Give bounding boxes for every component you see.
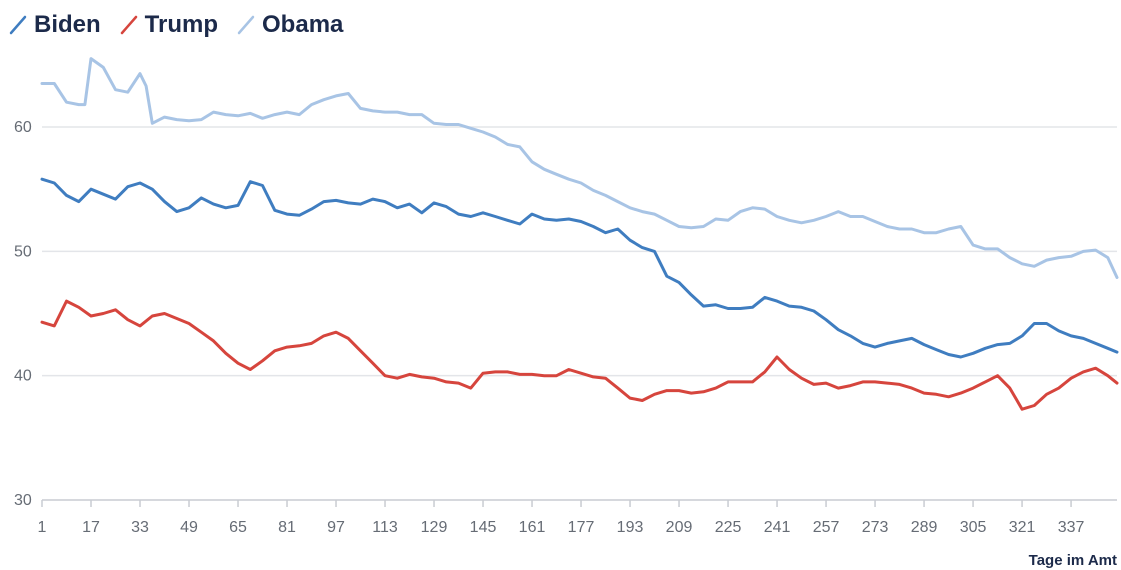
x-tick-label: 129: [421, 519, 448, 536]
x-tick-label: 273: [862, 519, 889, 536]
legend-item-trump[interactable]: Trump: [119, 11, 218, 39]
x-tick-label: 17: [82, 519, 100, 536]
x-axis-title: Tage im Amt: [1029, 552, 1117, 569]
y-tick-label: 30: [14, 492, 32, 509]
x-tick-label: 113: [372, 519, 398, 536]
x-tick-label: 161: [519, 519, 546, 536]
x-tick-label: 81: [278, 519, 296, 536]
legend-item-biden[interactable]: Biden: [8, 11, 101, 39]
legend-swatch-trump: [120, 15, 137, 35]
legend-label-biden: Biden: [34, 11, 101, 38]
legend-label-obama: Obama: [262, 11, 344, 38]
x-tick-label: 241: [764, 519, 791, 536]
series-lines: [40, 57, 1119, 411]
x-tick-label: 145: [470, 519, 497, 536]
x-tick-label: 177: [568, 519, 595, 536]
series-line-trump[interactable]: [40, 299, 1119, 411]
legend-swatch-biden: [9, 15, 27, 35]
x-tick-label: 305: [960, 519, 987, 536]
x-tick-label: 65: [229, 519, 247, 536]
x-tick-label: 33: [131, 519, 149, 536]
x-tick-label: 193: [617, 519, 644, 536]
x-tick-label: 321: [1009, 519, 1036, 536]
y-axis-tick-labels: 30 40 50 60: [14, 119, 32, 509]
x-tick-label: 225: [715, 519, 742, 536]
series-line-biden[interactable]: [40, 177, 1119, 359]
y-gridlines: [42, 126, 1117, 501]
x-tick-label: 97: [327, 519, 345, 536]
chart-legend: Biden Trump Obama: [8, 8, 343, 42]
x-tick-label: 49: [180, 519, 198, 536]
x-tick-label: 1: [38, 519, 47, 536]
y-tick-label: 50: [14, 243, 32, 260]
x-tick-label: 209: [666, 519, 693, 536]
legend-item-obama[interactable]: Obama: [236, 11, 343, 39]
x-tick-label: 289: [911, 519, 938, 536]
x-axis-tick-labels: 1 17 33 49 65 81 97 113 129 145 161 177 193 209 225 241…: [38, 500, 1085, 536]
legend-swatch-obama: [237, 15, 255, 35]
legend-label-trump: Trump: [144, 11, 219, 38]
x-tick-label: 257: [813, 519, 840, 536]
y-tick-label: 60: [14, 119, 32, 136]
y-tick-label: 40: [14, 368, 32, 385]
x-tick-label: 337: [1058, 519, 1085, 536]
series-line-obama[interactable]: [40, 57, 1119, 279]
